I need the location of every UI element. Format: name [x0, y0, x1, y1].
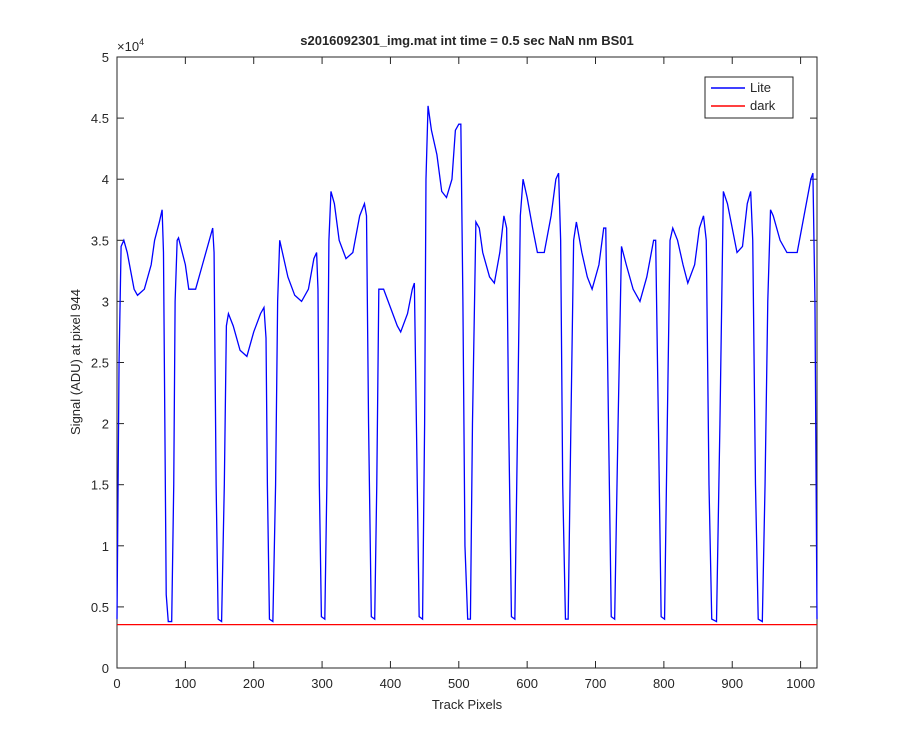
- y-tick-label: 1.5: [91, 478, 109, 493]
- chart-title: s2016092301_img.mat int time = 0.5 sec N…: [300, 33, 634, 48]
- y-tick-label: 0.5: [91, 600, 109, 615]
- x-tick-label: 1000: [786, 676, 815, 691]
- y-tick-label: 2: [102, 417, 109, 432]
- x-tick-label: 200: [243, 676, 265, 691]
- legend-box: [704, 76, 794, 119]
- y-tick-label: 4.5: [91, 111, 109, 126]
- y-multiplier-base: ×10: [117, 39, 139, 54]
- x-tick-label: 100: [175, 676, 197, 691]
- x-tick-label: 700: [585, 676, 607, 691]
- legend-label: dark: [750, 98, 776, 113]
- x-tick-label: 800: [653, 676, 675, 691]
- x-tick-label: 0: [113, 676, 120, 691]
- x-tick-label: 300: [311, 676, 333, 691]
- x-tick-label: 500: [448, 676, 470, 691]
- x-tick-label: 400: [380, 676, 402, 691]
- x-tick-label: 900: [721, 676, 743, 691]
- y-tick-label: 3: [102, 294, 109, 309]
- y-multiplier-exponent: 4: [139, 37, 144, 47]
- y-axis-label: Signal (ADU) at pixel 944: [68, 289, 83, 435]
- y-tick-label: 3.5: [91, 233, 109, 248]
- y-multiplier: ×104: [117, 37, 144, 54]
- series-line: [116, 105, 818, 623]
- plot-area: [116, 56, 818, 669]
- legend: Lite dark: [704, 76, 794, 119]
- y-tick-label: 2.5: [91, 356, 109, 371]
- legend-label: Lite: [750, 80, 771, 95]
- y-tick-label: 0: [102, 661, 109, 676]
- y-tick-label: 1: [102, 539, 109, 554]
- y-tick-label: 4: [102, 172, 109, 187]
- y-tick-label: 5: [102, 50, 109, 65]
- x-tick-label: 600: [516, 676, 538, 691]
- x-axis-label: Track Pixels: [432, 697, 503, 712]
